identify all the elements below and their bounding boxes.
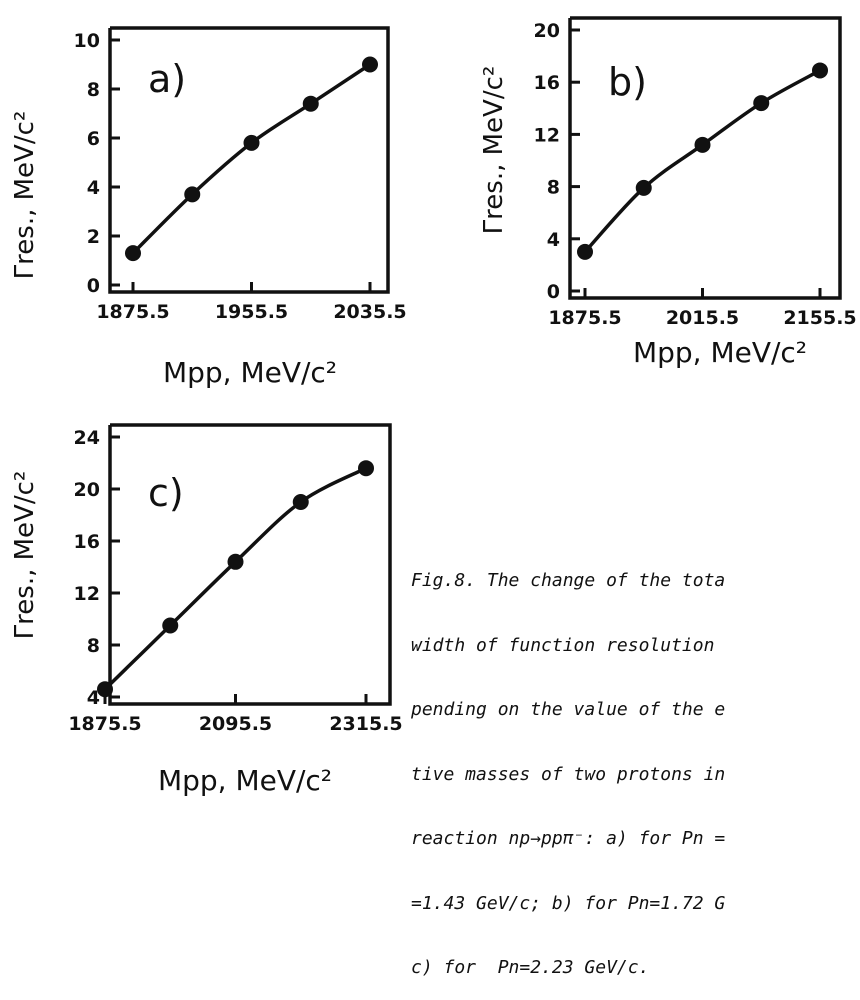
axes-a: 0 2 4 6 8 10 1875.5 1955.5 2035.5	[74, 26, 407, 323]
x-axis-label-b: Mpp, MeV/c²	[633, 336, 807, 369]
y-tick-label: 16	[74, 531, 100, 553]
panel-label-c: c)	[148, 471, 184, 515]
marks-b	[577, 62, 828, 260]
marks-c	[97, 460, 374, 698]
data-point	[292, 494, 309, 510]
caption-line: width of function resolution	[411, 634, 715, 656]
caption-line: =1.43 GeV/c; b) for Pn=1.72 G	[411, 892, 726, 914]
caption-line: tive masses of two protons in	[411, 763, 726, 785]
data-point	[812, 62, 828, 79]
data-point	[635, 179, 652, 196]
x-tick-label: 2035.5	[333, 301, 406, 323]
y-tick-label: 10	[74, 30, 100, 52]
data-point	[302, 95, 319, 112]
x-axis-label-c: Mpp, MeV/c²	[158, 764, 332, 797]
chart-panel-a: 0 2 4 6 8 10 1875.5 1955.5 2035.5 a) Γres., MeV/…	[10, 26, 407, 389]
panel-label-a: a)	[148, 57, 186, 101]
y-tick-label: 0	[547, 281, 560, 303]
data-point	[753, 95, 770, 112]
axis-frame	[568, 16, 842, 300]
x-tick-label: 1875.5	[68, 713, 141, 735]
data-point	[227, 553, 244, 570]
data-point	[577, 243, 593, 260]
y-tick-label: 8	[87, 79, 100, 101]
axes-c: 4 8 12 16 20 24 1875.5 2095.5 2315.5	[68, 423, 403, 735]
caption-line: pending on the value of the e	[411, 699, 726, 720]
data-point	[358, 460, 374, 477]
data-point	[362, 56, 378, 73]
axis-frame	[108, 26, 390, 294]
caption-line: Fig.8. The change of the tota	[411, 570, 726, 591]
marks-a	[125, 56, 378, 262]
y-tick-label: 4	[547, 229, 560, 251]
x-tick-label: 1875.5	[96, 301, 169, 323]
y-tick-label: 8	[87, 635, 100, 657]
y-axis-label-a: Γres., MeV/c²	[10, 111, 40, 280]
y-tick-label: 6	[87, 128, 100, 150]
caption-line: c) for Pn=2.23 GeV/c.	[411, 957, 650, 978]
data-point	[162, 617, 179, 634]
data-point	[694, 136, 711, 153]
x-tick-label: 2095.5	[199, 713, 272, 735]
y-tick-label: 20	[534, 20, 560, 42]
x-tick-label: 1875.5	[548, 307, 621, 329]
chart-panel-b: 0 4 8 12 16 20 1875.5 2015.5 2155.5 b) Γres., Me…	[479, 16, 857, 369]
data-point	[184, 186, 201, 203]
axis-frame	[108, 423, 392, 706]
x-tick-label: 2015.5	[666, 307, 739, 329]
series-line	[103, 466, 367, 691]
x-tick-label: 1955.5	[215, 301, 288, 323]
data-point	[243, 134, 260, 151]
chart-panel-c: 4 8 12 16 20 24 1875.5 2095.5 2315.5 c) Γres., M…	[10, 423, 403, 797]
y-tick-label: 4	[87, 177, 100, 199]
figure-caption: Fig.8. The change of the tota width of f…	[411, 527, 860, 1000]
y-tick-label: 2	[87, 226, 100, 248]
x-tick-label: 2155.5	[783, 307, 856, 329]
caption-line: reaction np→ppπ⁻: a) for Pn =	[411, 828, 726, 849]
y-tick-label: 12	[534, 124, 560, 146]
data-point	[125, 245, 141, 262]
y-axis-label-c: Γres., MeV/c²	[10, 471, 40, 640]
panel-label-b: b)	[608, 60, 647, 104]
y-tick-label: 4	[87, 687, 100, 709]
y-tick-label: 20	[74, 479, 100, 501]
y-tick-label: 12	[74, 583, 100, 605]
data-point	[97, 681, 113, 698]
axes-b: 0 4 8 12 16 20 1875.5 2015.5 2155.5	[534, 16, 857, 329]
y-tick-label: 16	[534, 72, 560, 94]
y-axis-label-b: Γres., MeV/c²	[479, 66, 509, 235]
y-tick-label: 0	[87, 275, 100, 297]
x-tick-label: 2315.5	[329, 713, 402, 735]
y-tick-label: 8	[547, 177, 560, 199]
y-tick-label: 24	[74, 427, 100, 449]
x-axis-label-a: Mpp, MeV/c²	[163, 356, 337, 389]
